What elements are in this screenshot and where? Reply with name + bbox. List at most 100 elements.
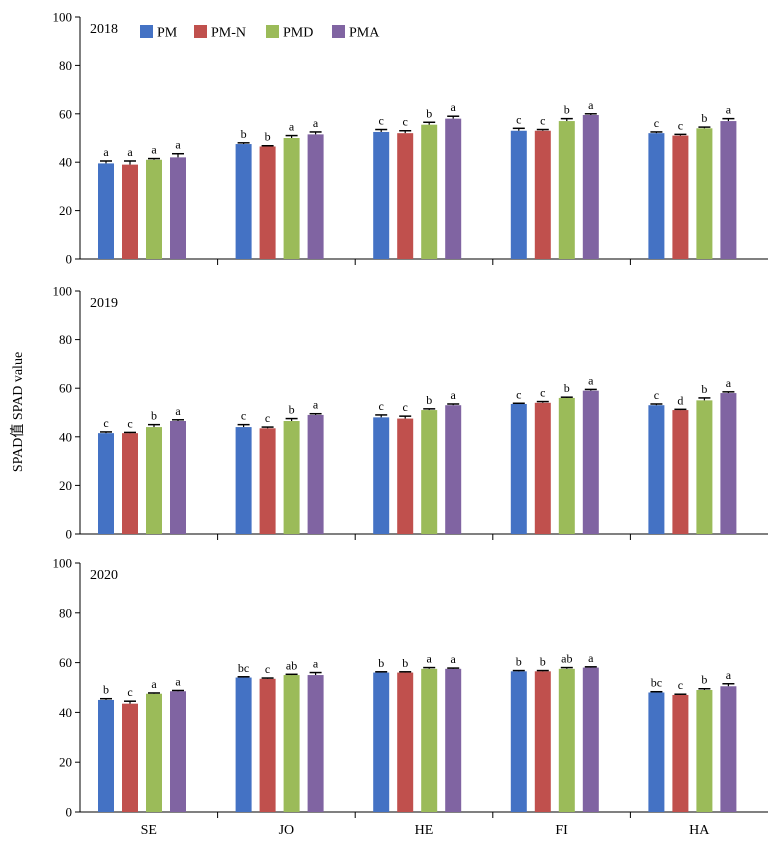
sig-letter-SE-PMA: a [175, 138, 181, 152]
y-tick-label: 80 [59, 332, 72, 347]
bar-SE-PMA [170, 691, 186, 812]
y-tick-label: 100 [53, 284, 73, 299]
bar-FI-PMA [582, 115, 599, 259]
y-tick-label: 0 [66, 252, 73, 267]
sig-letter-JO-PM: bc [238, 661, 249, 675]
legend-label-PM: PM [157, 26, 178, 41]
sig-letter-FI-PMD: b [564, 381, 570, 395]
sig-letter-SE-PMD: a [151, 677, 157, 691]
sig-letter-SE-PM: c [103, 416, 108, 430]
sig-letter-HA-PM-N: c [678, 118, 683, 132]
bar-FI-PM-N [534, 402, 551, 534]
y-tick-label: 20 [59, 478, 72, 493]
bar-FI-PM-N [534, 671, 551, 812]
bar-HA-PMD [696, 128, 713, 259]
bar-HE-PM [373, 131, 390, 259]
legend-swatch-PM-N [194, 25, 207, 38]
sig-letter-HA-PMA: a [726, 103, 732, 117]
bar-HE-PMA [445, 668, 462, 812]
sig-letter-HA-PMD: b [701, 673, 707, 687]
bar-HA-PMA [720, 686, 737, 812]
sig-letter-HE-PMA: a [451, 388, 457, 402]
sig-letter-SE-PM-N: c [127, 416, 132, 430]
sig-letter-JO-PM-N: c [265, 662, 270, 676]
bar-HE-PMA [445, 118, 462, 259]
bar-SE-PM-N [122, 164, 138, 259]
bar-FI-PMD [558, 668, 575, 812]
y-tick-label: 80 [59, 605, 72, 620]
y-tick-label: 0 [66, 527, 73, 542]
bar-FI-PM-N [534, 130, 551, 259]
sig-letter-SE-PM-N: c [127, 685, 132, 699]
bar-HE-PM [373, 672, 390, 812]
sig-letter-HA-PM: c [654, 116, 659, 130]
sig-letter-HE-PM: b [378, 656, 384, 670]
sig-letter-FI-PM: c [516, 387, 521, 401]
sig-letter-HE-PMA: a [451, 652, 457, 666]
bar-JO-PMA [307, 414, 324, 534]
sig-letter-JO-PMD: b [289, 403, 295, 417]
bar-HA-PM [648, 133, 665, 259]
sig-letter-HE-PM-N: c [403, 115, 408, 129]
sig-letter-JO-PMD: ab [286, 658, 297, 672]
category-label-SE: SE [141, 823, 157, 838]
sig-letter-SE-PMA: a [175, 404, 181, 418]
legend-label-PMD: PMD [283, 26, 313, 41]
bar-HA-PM [648, 692, 665, 812]
sig-letter-FI-PMD: ab [561, 652, 572, 666]
sig-letter-HE-PMD: b [426, 106, 432, 120]
y-tick-label: 0 [66, 805, 73, 820]
bar-JO-PM-N [259, 146, 276, 259]
bar-JO-PMD [283, 138, 300, 259]
bar-HE-PM-N [397, 133, 414, 259]
sig-letter-JO-PMA: a [313, 657, 319, 671]
bar-FI-PMA [582, 390, 599, 534]
bar-FI-PM [510, 130, 527, 259]
sig-letter-HE-PMD: a [427, 652, 433, 666]
bar-HE-PM-N [397, 418, 414, 534]
sig-letter-SE-PMD: a [151, 143, 157, 157]
bar-SE-PM [98, 699, 114, 812]
sig-letter-HA-PM: c [654, 388, 659, 402]
bar-JO-PMD [283, 675, 300, 812]
bar-JO-PMA [307, 675, 324, 812]
bar-HE-PMA [445, 405, 462, 534]
sig-letter-FI-PMA: a [588, 373, 594, 387]
sig-letter-SE-PMA: a [175, 674, 181, 688]
sig-letter-FI-PMA: a [588, 98, 594, 112]
sig-letter-JO-PMD: a [289, 120, 295, 134]
category-label-JO: JO [279, 823, 295, 838]
sig-letter-JO-PM: b [241, 127, 247, 141]
bar-FI-PMA [582, 667, 599, 812]
sig-letter-HA-PMA: a [726, 376, 732, 390]
category-label-FI: FI [555, 823, 568, 838]
sig-letter-HE-PM: c [379, 399, 384, 413]
sig-letter-HE-PM-N: c [403, 400, 408, 414]
sig-letter-HA-PM: bc [651, 676, 662, 690]
y-tick-label: 100 [53, 556, 73, 571]
bar-HA-PM-N [672, 694, 689, 812]
sig-letter-HE-PM-N: b [402, 656, 408, 670]
sig-letter-JO-PM: c [241, 409, 246, 423]
sig-letter-FI-PM: b [516, 655, 522, 669]
sig-letter-SE-PM: a [103, 145, 109, 159]
sig-letter-HA-PM-N: c [678, 678, 683, 692]
y-tick-label: 40 [59, 155, 72, 170]
bar-HA-PMA [720, 121, 737, 259]
panel-year-label: 2018 [90, 22, 118, 37]
bar-FI-PM [510, 671, 527, 812]
panel-year-label: 2019 [90, 296, 118, 311]
legend-swatch-PMA [332, 25, 345, 38]
bar-FI-PMD [558, 397, 575, 534]
bar-SE-PMD [146, 427, 162, 534]
bar-HE-PMD [421, 410, 438, 534]
sig-letter-SE-PM: b [103, 683, 109, 697]
bar-JO-PM-N [259, 428, 276, 534]
bar-SE-PM [98, 163, 114, 259]
sig-letter-HA-PM-N: d [677, 393, 683, 407]
bar-HA-PMA [720, 393, 737, 534]
bar-SE-PMA [170, 421, 186, 534]
bar-HA-PMD [696, 400, 713, 534]
legend-label-PMA: PMA [349, 26, 380, 41]
